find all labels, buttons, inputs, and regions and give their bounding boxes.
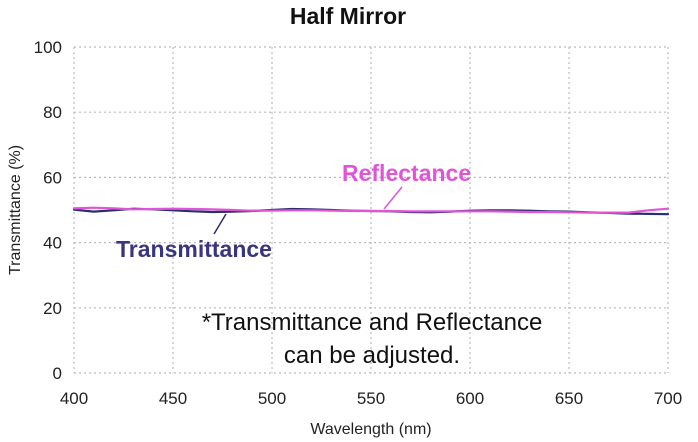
note-line-2: can be adjusted.	[284, 342, 460, 369]
y-tick-label: 40	[43, 234, 62, 253]
y-tick-label: 100	[34, 38, 62, 57]
y-tick-label: 20	[43, 299, 62, 318]
transmittance-label: Transmittance	[116, 236, 272, 262]
y-tick-label: 60	[43, 168, 62, 187]
y-tick-label: 0	[53, 364, 62, 383]
reflectance-leader-line	[383, 186, 403, 210]
chart-title: Half Mirror	[290, 3, 406, 29]
x-tick-label: 550	[357, 389, 385, 408]
x-tick-label: 500	[258, 389, 286, 408]
reflectance-line	[72, 206, 670, 214]
x-tick-label: 650	[555, 389, 583, 408]
reflectance-label: Reflectance	[342, 160, 471, 186]
x-tick-label: 450	[159, 389, 187, 408]
y-tick-label: 80	[43, 103, 62, 122]
x-axis-ticks: 400 450 500 550 600 650 700	[60, 389, 682, 408]
grid	[73, 46, 669, 374]
transmittance-leader-line	[213, 213, 227, 235]
note-line-1: *Transmittance and Reflectance	[202, 309, 543, 336]
x-tick-label: 700	[654, 389, 682, 408]
x-tick-label: 600	[456, 389, 484, 408]
y-axis-label: Transmittance (%)	[7, 145, 24, 275]
series-lines	[72, 206, 670, 216]
x-tick-label: 400	[60, 389, 88, 408]
x-axis-label: Wavelength (nm)	[310, 421, 431, 438]
y-axis-ticks: 0 20 40 60 80 100	[34, 38, 62, 383]
